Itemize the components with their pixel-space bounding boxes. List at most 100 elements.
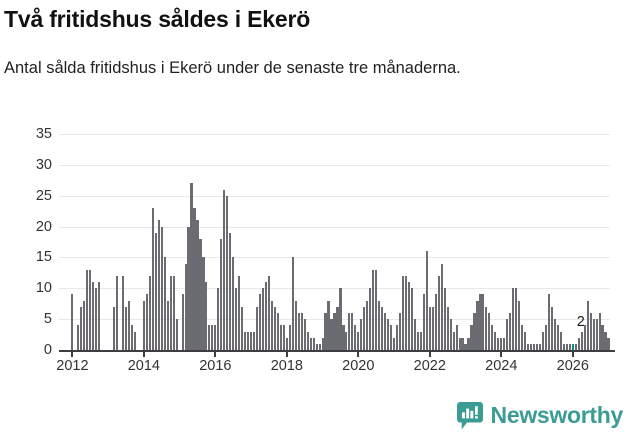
bar [327, 300, 330, 350]
bar [342, 325, 345, 350]
bar [267, 275, 271, 350]
bar [530, 343, 533, 350]
bar [130, 325, 134, 350]
y-axis-tick-label: 25 [35, 187, 52, 204]
bar [580, 331, 583, 350]
bar [535, 343, 539, 350]
bar [187, 226, 190, 350]
bar [595, 319, 598, 350]
bar [503, 337, 506, 350]
bar [247, 331, 250, 350]
bar [282, 325, 285, 350]
bar [89, 269, 92, 350]
x-axis-tick-label: 2022 [413, 358, 446, 374]
bar [565, 343, 568, 350]
bar [181, 294, 184, 350]
bar [190, 183, 193, 350]
bar [375, 269, 378, 350]
bar [422, 294, 425, 350]
bar [163, 257, 166, 350]
bar [464, 343, 467, 350]
bar [339, 288, 342, 350]
x-axis-line [59, 350, 615, 352]
bar [544, 325, 548, 350]
bar [512, 288, 515, 350]
bar [354, 325, 357, 350]
x-axis-tick [71, 350, 74, 357]
x-axis-tick-label: 2020 [342, 358, 375, 374]
bar [95, 288, 98, 350]
bar [175, 319, 178, 350]
bar [521, 325, 524, 350]
bar [407, 282, 411, 350]
bar [202, 257, 205, 350]
newsworthy-logo[interactable]: Newsworthy [456, 402, 623, 429]
bar [196, 220, 199, 350]
chart-subtitle: Antal sålda fritidshus i Ekerö under de … [4, 59, 461, 77]
bar [604, 331, 607, 350]
bar [372, 269, 375, 350]
bar [148, 275, 151, 350]
bar [315, 343, 318, 350]
x-axis-tick-label: 2018 [270, 358, 303, 374]
page-title: Två fritidshus såldes i Ekerö [4, 6, 311, 32]
bar [121, 275, 125, 350]
bar [556, 325, 559, 350]
bar [77, 325, 80, 350]
bar [431, 306, 434, 350]
bar [184, 263, 187, 350]
bar [378, 300, 381, 350]
x-axis-tick [571, 350, 574, 357]
bar [273, 306, 276, 350]
bar [116, 275, 119, 350]
bar [461, 337, 464, 350]
bar [166, 300, 169, 350]
bar [333, 312, 336, 350]
bar [157, 220, 160, 350]
bar [214, 325, 217, 350]
bar [357, 331, 360, 350]
bar [500, 337, 503, 350]
bar [324, 312, 327, 350]
bar [142, 300, 145, 350]
bar [509, 312, 512, 350]
bar [250, 331, 253, 350]
bar [220, 238, 223, 350]
bar [494, 331, 497, 350]
bar [300, 312, 303, 350]
bar [169, 275, 172, 350]
bar [443, 288, 446, 350]
bar [255, 306, 259, 350]
bar [446, 306, 449, 350]
x-axis-tick [142, 350, 145, 357]
bar [366, 300, 369, 350]
bar [532, 343, 536, 350]
y-axis-tick-label: 20 [35, 218, 52, 235]
bar [553, 319, 556, 350]
bar [574, 343, 577, 350]
y-axis-tick-label: 30 [35, 156, 52, 173]
bar [404, 275, 408, 350]
bar [387, 319, 390, 350]
bar [113, 306, 116, 350]
bar [86, 269, 89, 350]
bar [559, 331, 562, 350]
bar [527, 343, 530, 350]
bar [524, 331, 527, 350]
x-axis-tick-label: 2026 [556, 358, 589, 374]
bar [261, 288, 265, 350]
bar [395, 325, 399, 350]
bar [419, 331, 422, 350]
y-axis-tick-label: 15 [35, 249, 52, 266]
x-axis-ticks [0, 350, 631, 358]
bar [124, 306, 128, 350]
x-axis-tick-label: 2016 [199, 358, 232, 374]
bar [172, 275, 175, 350]
bar [127, 300, 131, 350]
bar-series [59, 134, 610, 350]
bar [223, 189, 226, 350]
bar [160, 226, 163, 350]
bar [384, 312, 387, 350]
bar [410, 288, 413, 350]
plot-area [59, 134, 610, 350]
